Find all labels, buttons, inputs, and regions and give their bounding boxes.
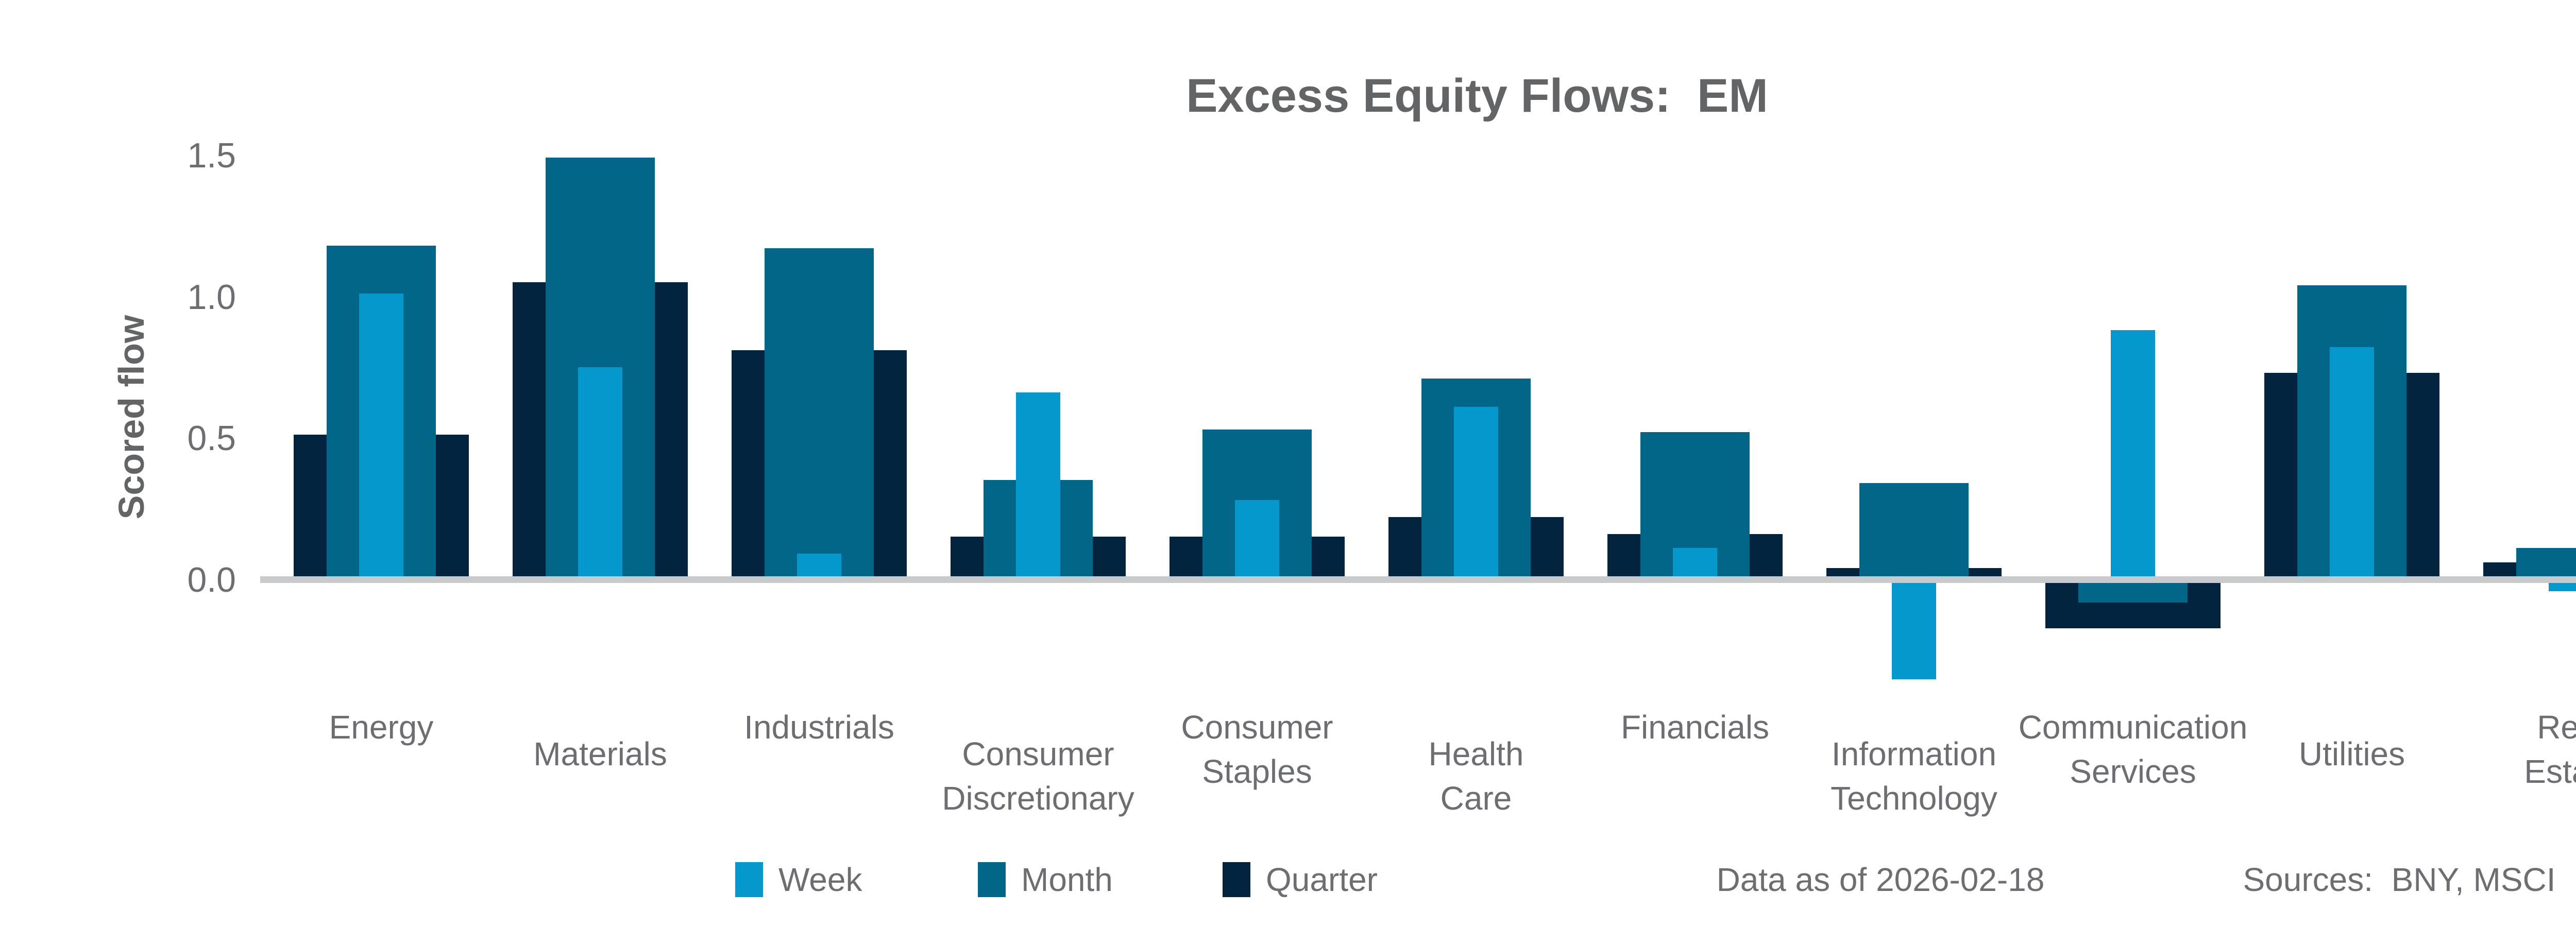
x-axis-label-line: Materials xyxy=(533,735,667,772)
x-axis-label-line: Energy xyxy=(329,709,434,746)
x-axis-label-line: Information xyxy=(1831,735,1997,772)
legend-swatch-quarter xyxy=(1223,862,1250,897)
data-as-of-note: Data as of 2026-02-18 xyxy=(1716,861,2045,898)
bar-week-consumer-staples xyxy=(1235,500,1279,576)
bar-week-information-technology xyxy=(1892,583,1936,679)
bar-week-health-care xyxy=(1454,407,1498,576)
x-axis-label-materials: Materials xyxy=(466,732,734,776)
x-axis-label-line: Estate xyxy=(2524,753,2576,790)
legend-swatch-month xyxy=(978,862,1006,897)
legend-swatch-week xyxy=(735,862,763,897)
bar-month-industrials xyxy=(765,248,874,576)
x-axis-label-energy: Energy xyxy=(247,705,515,749)
legend-label-month: Month xyxy=(1021,861,1113,898)
x-axis-label-financials: Financials xyxy=(1561,705,1829,749)
x-axis-label-communication-services: Communication Services xyxy=(1999,705,2267,794)
y-tick-label-1.5: 1.5 xyxy=(187,136,236,175)
x-axis-label-line: Real xyxy=(2537,709,2576,746)
y-axis-title: Scored flow xyxy=(111,315,151,520)
legend-label-quarter: Quarter xyxy=(1266,861,1378,898)
legend-label-week: Week xyxy=(778,861,862,898)
x-axis-label-line: Industrials xyxy=(744,709,894,746)
bar-week-financials xyxy=(1673,548,1717,576)
x-axis-label-line: Services xyxy=(2070,753,2196,790)
legend-item-month: Month xyxy=(978,862,1113,897)
y-tick-label-1.0: 1.0 xyxy=(187,278,236,317)
x-axis-label-information-technology: Information Technology xyxy=(1780,732,2048,820)
sources-note: Sources: BNY, MSCI xyxy=(2243,861,2556,898)
x-axis-label-line: Financials xyxy=(1620,709,1770,746)
bar-week-consumer-discretionary xyxy=(1016,392,1060,576)
x-axis-label-line: Utilities xyxy=(2298,735,2405,772)
legend-item-week: Week xyxy=(735,862,862,897)
x-axis-label-line: Technology xyxy=(1831,780,1997,817)
x-axis-line xyxy=(260,576,2576,583)
x-axis-label-real-estate: Real Estate xyxy=(2437,705,2576,794)
x-axis-label-line: Staples xyxy=(1202,753,1312,790)
x-axis-label-consumer-staples: Consumer Staples xyxy=(1123,705,1391,794)
legend-item-quarter: Quarter xyxy=(1223,862,1378,897)
bar-week-energy xyxy=(359,294,403,576)
bar-month-communication-services xyxy=(2078,583,2188,603)
x-axis-label-health-care: Health Care xyxy=(1342,732,1610,820)
x-axis-label-line: Health xyxy=(1428,735,1524,772)
bar-week-materials xyxy=(578,367,622,576)
bar-month-information-technology xyxy=(1859,483,1969,576)
chart-title: Excess Equity Flows: EM xyxy=(1186,70,1768,122)
x-axis-label-consumer-discretionary: Consumer Discretionary xyxy=(904,732,1172,820)
x-axis-label-utilities: Utilities xyxy=(2218,732,2486,776)
x-axis-label-line: Consumer xyxy=(1181,709,1333,746)
y-tick-label-0.0: 0.0 xyxy=(187,560,236,599)
bar-week-communication-services xyxy=(2111,330,2155,576)
x-axis-label-line: Consumer xyxy=(962,735,1114,772)
x-axis-label-industrials: Industrials xyxy=(685,705,953,749)
bar-week-real-estate xyxy=(2549,583,2576,591)
bar-week-industrials xyxy=(797,554,841,576)
x-axis-label-line: Communication xyxy=(2018,709,2248,746)
y-tick-label-0.5: 0.5 xyxy=(187,419,236,458)
x-axis-label-line: Care xyxy=(1440,780,1512,817)
x-axis-label-line: Discretionary xyxy=(942,780,1134,817)
bar-month-real-estate xyxy=(2516,548,2576,576)
bar-week-utilities xyxy=(2330,347,2374,576)
